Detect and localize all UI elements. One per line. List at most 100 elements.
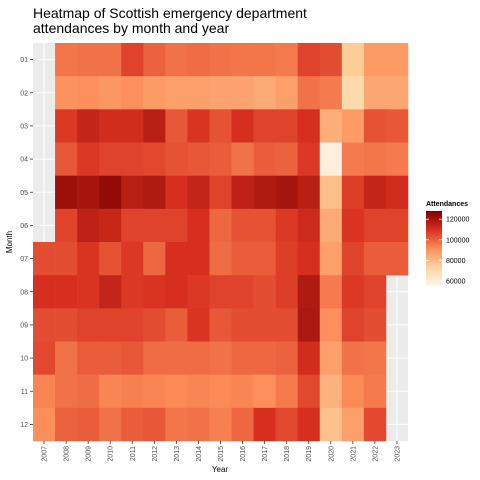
heatmap-cell-2015-11 xyxy=(209,374,232,409)
heatmap-cell-2016-09 xyxy=(231,308,254,342)
heatmap-cell-2014-11 xyxy=(187,374,210,409)
heatmap-cell-2009-06 xyxy=(77,208,100,243)
heatmap-cell-2018-11 xyxy=(275,374,299,409)
heatmap-cell-2010-05 xyxy=(99,175,122,210)
heatmap-cell-2019-06 xyxy=(297,208,321,243)
heatmap-cell-2017-08 xyxy=(253,275,276,309)
heatmap-cell-2020-05 xyxy=(319,175,343,210)
heatmap-cell-2016-07 xyxy=(231,242,254,276)
heatmap-cell-2022-07 xyxy=(363,242,387,276)
heatmap-cell-2017-12 xyxy=(253,407,276,442)
x-tick-label: 2012 xyxy=(152,446,159,462)
heatmap-cell-2015-04 xyxy=(209,142,232,176)
legend-label: 120000 xyxy=(446,217,469,224)
heatmap-cell-2008-03 xyxy=(55,109,78,143)
heatmap-cell-2014-07 xyxy=(187,242,210,276)
heatmap-cell-2021-08 xyxy=(341,275,365,309)
heatmap-cell-2014-09 xyxy=(187,308,210,342)
heatmap-cell-2021-10 xyxy=(341,341,365,375)
heatmap-cell-2020-02 xyxy=(319,76,343,110)
heatmap-cell-2022-03 xyxy=(363,109,387,143)
heatmap-cell-2016-03 xyxy=(231,109,254,143)
heatmap-cell-2012-04 xyxy=(143,142,166,176)
heatmap-cell-2020-06 xyxy=(319,208,343,243)
heatmap-cell-2015-09 xyxy=(209,308,232,342)
x-tick-label: 2015 xyxy=(218,446,225,462)
heatmap-cell-2012-09 xyxy=(143,308,166,342)
heatmap-cell-2008-07 xyxy=(55,242,78,276)
legend: Attendances 60000 80000 100000 120000 xyxy=(426,201,469,286)
heatmap-cell-2019-07 xyxy=(297,242,321,276)
heatmap-cell-2012-02 xyxy=(143,76,166,110)
heatmap-cell-2022-02 xyxy=(363,76,387,110)
heatmap-cell-2019-01 xyxy=(297,43,321,77)
heatmap-cell-2016-10 xyxy=(231,341,254,375)
heatmap-cell-2016-12 xyxy=(231,407,254,442)
heatmap-cell-2017-05 xyxy=(253,175,276,210)
x-tick-label: 2023 xyxy=(394,446,401,462)
heatmap-cell-2014-02 xyxy=(187,76,210,110)
y-tick-label: 11 xyxy=(21,389,28,396)
heatmap-cell-2018-06 xyxy=(275,208,299,243)
y-tick-label: 10 xyxy=(20,356,28,363)
heatmap-cell-2018-05 xyxy=(275,175,299,210)
heatmap-cell-2010-11 xyxy=(99,374,122,409)
heatmap-cell-2015-03 xyxy=(209,109,232,143)
heatmap-cell-2016-04 xyxy=(231,142,254,176)
heatmap-cell-2017-06 xyxy=(253,208,276,243)
heatmap-cell-2015-01 xyxy=(209,43,232,77)
heatmap-cell-2013-06 xyxy=(165,208,188,243)
heatmap-cell-2010-03 xyxy=(99,109,122,143)
heatmap-cell-2019-11 xyxy=(297,374,321,409)
heatmap-cell-2021-01 xyxy=(341,43,365,77)
heatmap-cell-2014-01 xyxy=(187,43,210,77)
y-tick-label: 07 xyxy=(20,256,28,263)
heatmap-cell-2020-01 xyxy=(319,43,343,77)
heatmap-cell-2011-09 xyxy=(121,308,144,342)
heatmap-cell-2008-08 xyxy=(55,275,78,309)
heatmap-cell-2010-02 xyxy=(99,76,122,110)
heatmap-cell-2011-03 xyxy=(121,109,144,143)
heatmap-cell-2011-11 xyxy=(121,374,144,409)
heatmap-cell-2022-01 xyxy=(363,43,387,77)
heatmap-cell-2016-01 xyxy=(231,43,254,77)
heatmap-cell-2007-12 xyxy=(33,407,56,442)
heatmap-cell-2022-10 xyxy=(363,341,387,375)
y-tick-labels: 01 02 03 04 05 06 07 08 09 10 11 12 xyxy=(20,57,33,429)
heatmap-cell-2020-11 xyxy=(319,374,343,409)
heatmap-cell-2016-11 xyxy=(231,374,254,409)
heatmap-cell-2017-02 xyxy=(253,76,276,110)
heatmap-cell-2020-03 xyxy=(319,109,343,143)
heatmap-cell-2008-11 xyxy=(55,374,78,409)
heatmap-cell-2021-11 xyxy=(341,374,365,409)
heatmap-cell-2020-04 xyxy=(319,142,343,176)
x-tick-label: 2021 xyxy=(350,446,357,462)
heatmap-cells xyxy=(33,43,409,442)
x-tick-label: 2022 xyxy=(372,446,379,462)
heatmap-cell-2022-09 xyxy=(363,308,387,342)
heatmap-cell-2023-06 xyxy=(385,208,409,243)
heatmap-cell-2017-03 xyxy=(253,109,276,143)
heatmap-cell-2013-02 xyxy=(165,76,188,110)
heatmap-cell-2009-02 xyxy=(77,76,100,110)
x-tick-label: 2013 xyxy=(174,446,181,462)
heatmap-cell-2015-06 xyxy=(209,208,232,243)
y-tick-label: 01 xyxy=(20,57,28,64)
y-tick-label: 08 xyxy=(20,289,28,296)
heatmap-cell-2013-11 xyxy=(165,374,188,409)
heatmap-cell-2017-04 xyxy=(253,142,276,176)
heatmap-cell-2014-04 xyxy=(187,142,210,176)
heatmap-cell-2018-07 xyxy=(275,242,299,276)
heatmap-cell-2023-04 xyxy=(385,142,409,176)
heatmap-cell-2009-08 xyxy=(77,275,100,309)
heatmap-cell-2013-04 xyxy=(165,142,188,176)
heatmap-cell-2009-10 xyxy=(77,341,100,375)
heatmap-cell-2022-12 xyxy=(363,407,387,442)
heatmap-cell-2013-01 xyxy=(165,43,188,77)
heatmap-cell-2017-11 xyxy=(253,374,276,409)
y-tick-label: 09 xyxy=(20,322,28,329)
x-tick-label: 2019 xyxy=(306,446,313,462)
heatmap-cell-2016-06 xyxy=(231,208,254,243)
heatmap-cell-2007-09 xyxy=(33,308,56,342)
heatmap-cell-2008-09 xyxy=(55,308,78,342)
